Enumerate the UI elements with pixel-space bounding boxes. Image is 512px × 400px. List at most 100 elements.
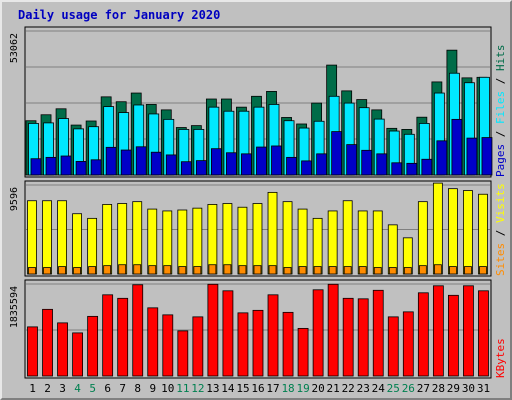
bar-pages-day-3 — [60, 155, 72, 176]
bar-pages-day-24 — [376, 153, 388, 176]
bar-kbytes-day-27 — [417, 292, 429, 377]
bar-visits-day-10 — [162, 210, 173, 275]
bar-sites-day-12 — [193, 266, 202, 275]
bar-kbytes-day-25 — [387, 316, 399, 377]
bar-sites-day-6 — [103, 265, 112, 275]
bar-pages-day-20 — [316, 153, 328, 176]
legend-sites: Sites — [494, 243, 507, 276]
bar-sites-day-27 — [418, 265, 427, 275]
bar-sites-day-5 — [88, 266, 97, 275]
legend-files: Files — [494, 91, 507, 124]
legend-separator: / — [494, 223, 507, 243]
bar-kbytes-day-26 — [402, 311, 414, 377]
x-tick-day-5: 5 — [89, 382, 96, 395]
bar-pages-day-23 — [361, 149, 373, 176]
bar-sites-day-8 — [133, 264, 142, 275]
bar-sites-day-13 — [208, 264, 217, 275]
x-tick-day-12: 12 — [191, 382, 204, 395]
bar-sites-day-18 — [283, 267, 292, 275]
x-tick-day-30: 30 — [462, 382, 475, 395]
bar-visits-day-6 — [102, 204, 113, 275]
bar-kbytes-day-3 — [57, 322, 68, 377]
bar-sites-day-7 — [118, 264, 127, 275]
bar-pages-day-26 — [406, 162, 418, 176]
bar-sites-day-14 — [223, 264, 232, 275]
bar-sites-day-19 — [298, 266, 307, 275]
x-tick-day-7: 7 — [119, 382, 126, 395]
x-tick-day-24: 24 — [372, 382, 386, 395]
bar-pages-day-13 — [210, 148, 222, 176]
bar-pages-day-22 — [346, 144, 358, 176]
x-tick-day-8: 8 — [134, 382, 141, 395]
bar-visits-day-18 — [282, 201, 293, 275]
bar-kbytes-day-22 — [342, 297, 354, 377]
bar-sites-day-20 — [313, 266, 322, 275]
x-tick-day-13: 13 — [206, 382, 219, 395]
bar-sites-day-21 — [328, 266, 337, 275]
bar-sites-day-3 — [58, 266, 66, 275]
bar-visits-day-15 — [237, 206, 248, 275]
bar-pages-day-11 — [180, 161, 192, 176]
bar-visits-day-17 — [267, 191, 278, 275]
bar-sites-day-2 — [43, 267, 51, 275]
bar-sites-day-1 — [28, 267, 36, 275]
x-tick-day-21: 21 — [327, 382, 340, 395]
bar-kbytes-day-24 — [372, 289, 384, 377]
x-tick-day-11: 11 — [176, 382, 189, 395]
bar-sites-day-31 — [479, 266, 487, 275]
bar-sites-day-26 — [403, 267, 412, 275]
bar-kbytes-day-1 — [27, 326, 38, 377]
bar-kbytes-day-8 — [132, 284, 144, 377]
bar-visits-day-5 — [87, 217, 98, 275]
legend-visits: Visits — [494, 183, 507, 223]
bar-visits-day-3 — [57, 200, 67, 275]
bar-visits-day-16 — [252, 203, 263, 275]
bar-kbytes-day-20 — [312, 289, 324, 377]
bar-kbytes-day-7 — [117, 297, 129, 377]
bar-kbytes-day-21 — [327, 283, 339, 377]
bar-kbytes-day-18 — [282, 311, 294, 377]
bar-visits-day-27 — [417, 201, 428, 275]
x-tick-day-15: 15 — [236, 382, 249, 395]
bar-pages-day-15 — [241, 153, 252, 176]
legend-separator: / — [494, 124, 507, 144]
bar-visits-day-13 — [207, 204, 218, 275]
bar-visits-day-21 — [327, 210, 338, 275]
bar-pages-day-31 — [481, 137, 493, 176]
bar-kbytes-day-16 — [252, 309, 264, 377]
bar-pages-day-1 — [30, 158, 42, 176]
x-tick-day-22: 22 — [342, 382, 355, 395]
panel-legend: KBytes — [494, 338, 507, 378]
x-tick-day-25: 25 — [387, 382, 400, 395]
x-tick-day-17: 17 — [266, 382, 279, 395]
bar-pages-day-25 — [391, 162, 403, 176]
x-tick-day-3: 3 — [59, 382, 66, 395]
panel-max-label: 9596 — [9, 187, 20, 211]
bar-kbytes-day-12 — [192, 316, 204, 377]
bar-kbytes-day-28 — [432, 285, 444, 377]
bar-kbytes-day-30 — [463, 285, 474, 377]
bar-pages-day-19 — [301, 160, 312, 176]
bar-kbytes-day-2 — [42, 308, 53, 377]
bar-kbytes-day-13 — [207, 283, 219, 377]
x-tick-day-19: 19 — [296, 382, 309, 395]
legend-separator: / — [494, 71, 507, 91]
bar-sites-day-4 — [73, 267, 81, 275]
bar-pages-day-9 — [150, 151, 162, 176]
bar-pages-day-30 — [466, 137, 478, 176]
panel-legend: Sites / Visits — [494, 183, 507, 276]
bar-sites-day-22 — [343, 266, 352, 275]
bar-kbytes-day-6 — [102, 294, 114, 377]
bar-sites-day-23 — [358, 266, 367, 275]
bar-pages-day-8 — [135, 146, 147, 176]
bar-sites-day-10 — [163, 265, 172, 275]
bar-sites-day-28 — [433, 264, 442, 275]
bar-kbytes-day-10 — [162, 314, 174, 377]
bar-visits-day-31 — [478, 193, 488, 275]
bar-visits-day-2 — [42, 200, 52, 275]
x-tick-day-6: 6 — [104, 382, 111, 395]
bar-visits-day-25 — [387, 224, 398, 275]
bar-sites-day-30 — [464, 266, 472, 275]
bar-pages-day-17 — [271, 145, 282, 176]
panel-max-label: 53062 — [9, 33, 20, 63]
